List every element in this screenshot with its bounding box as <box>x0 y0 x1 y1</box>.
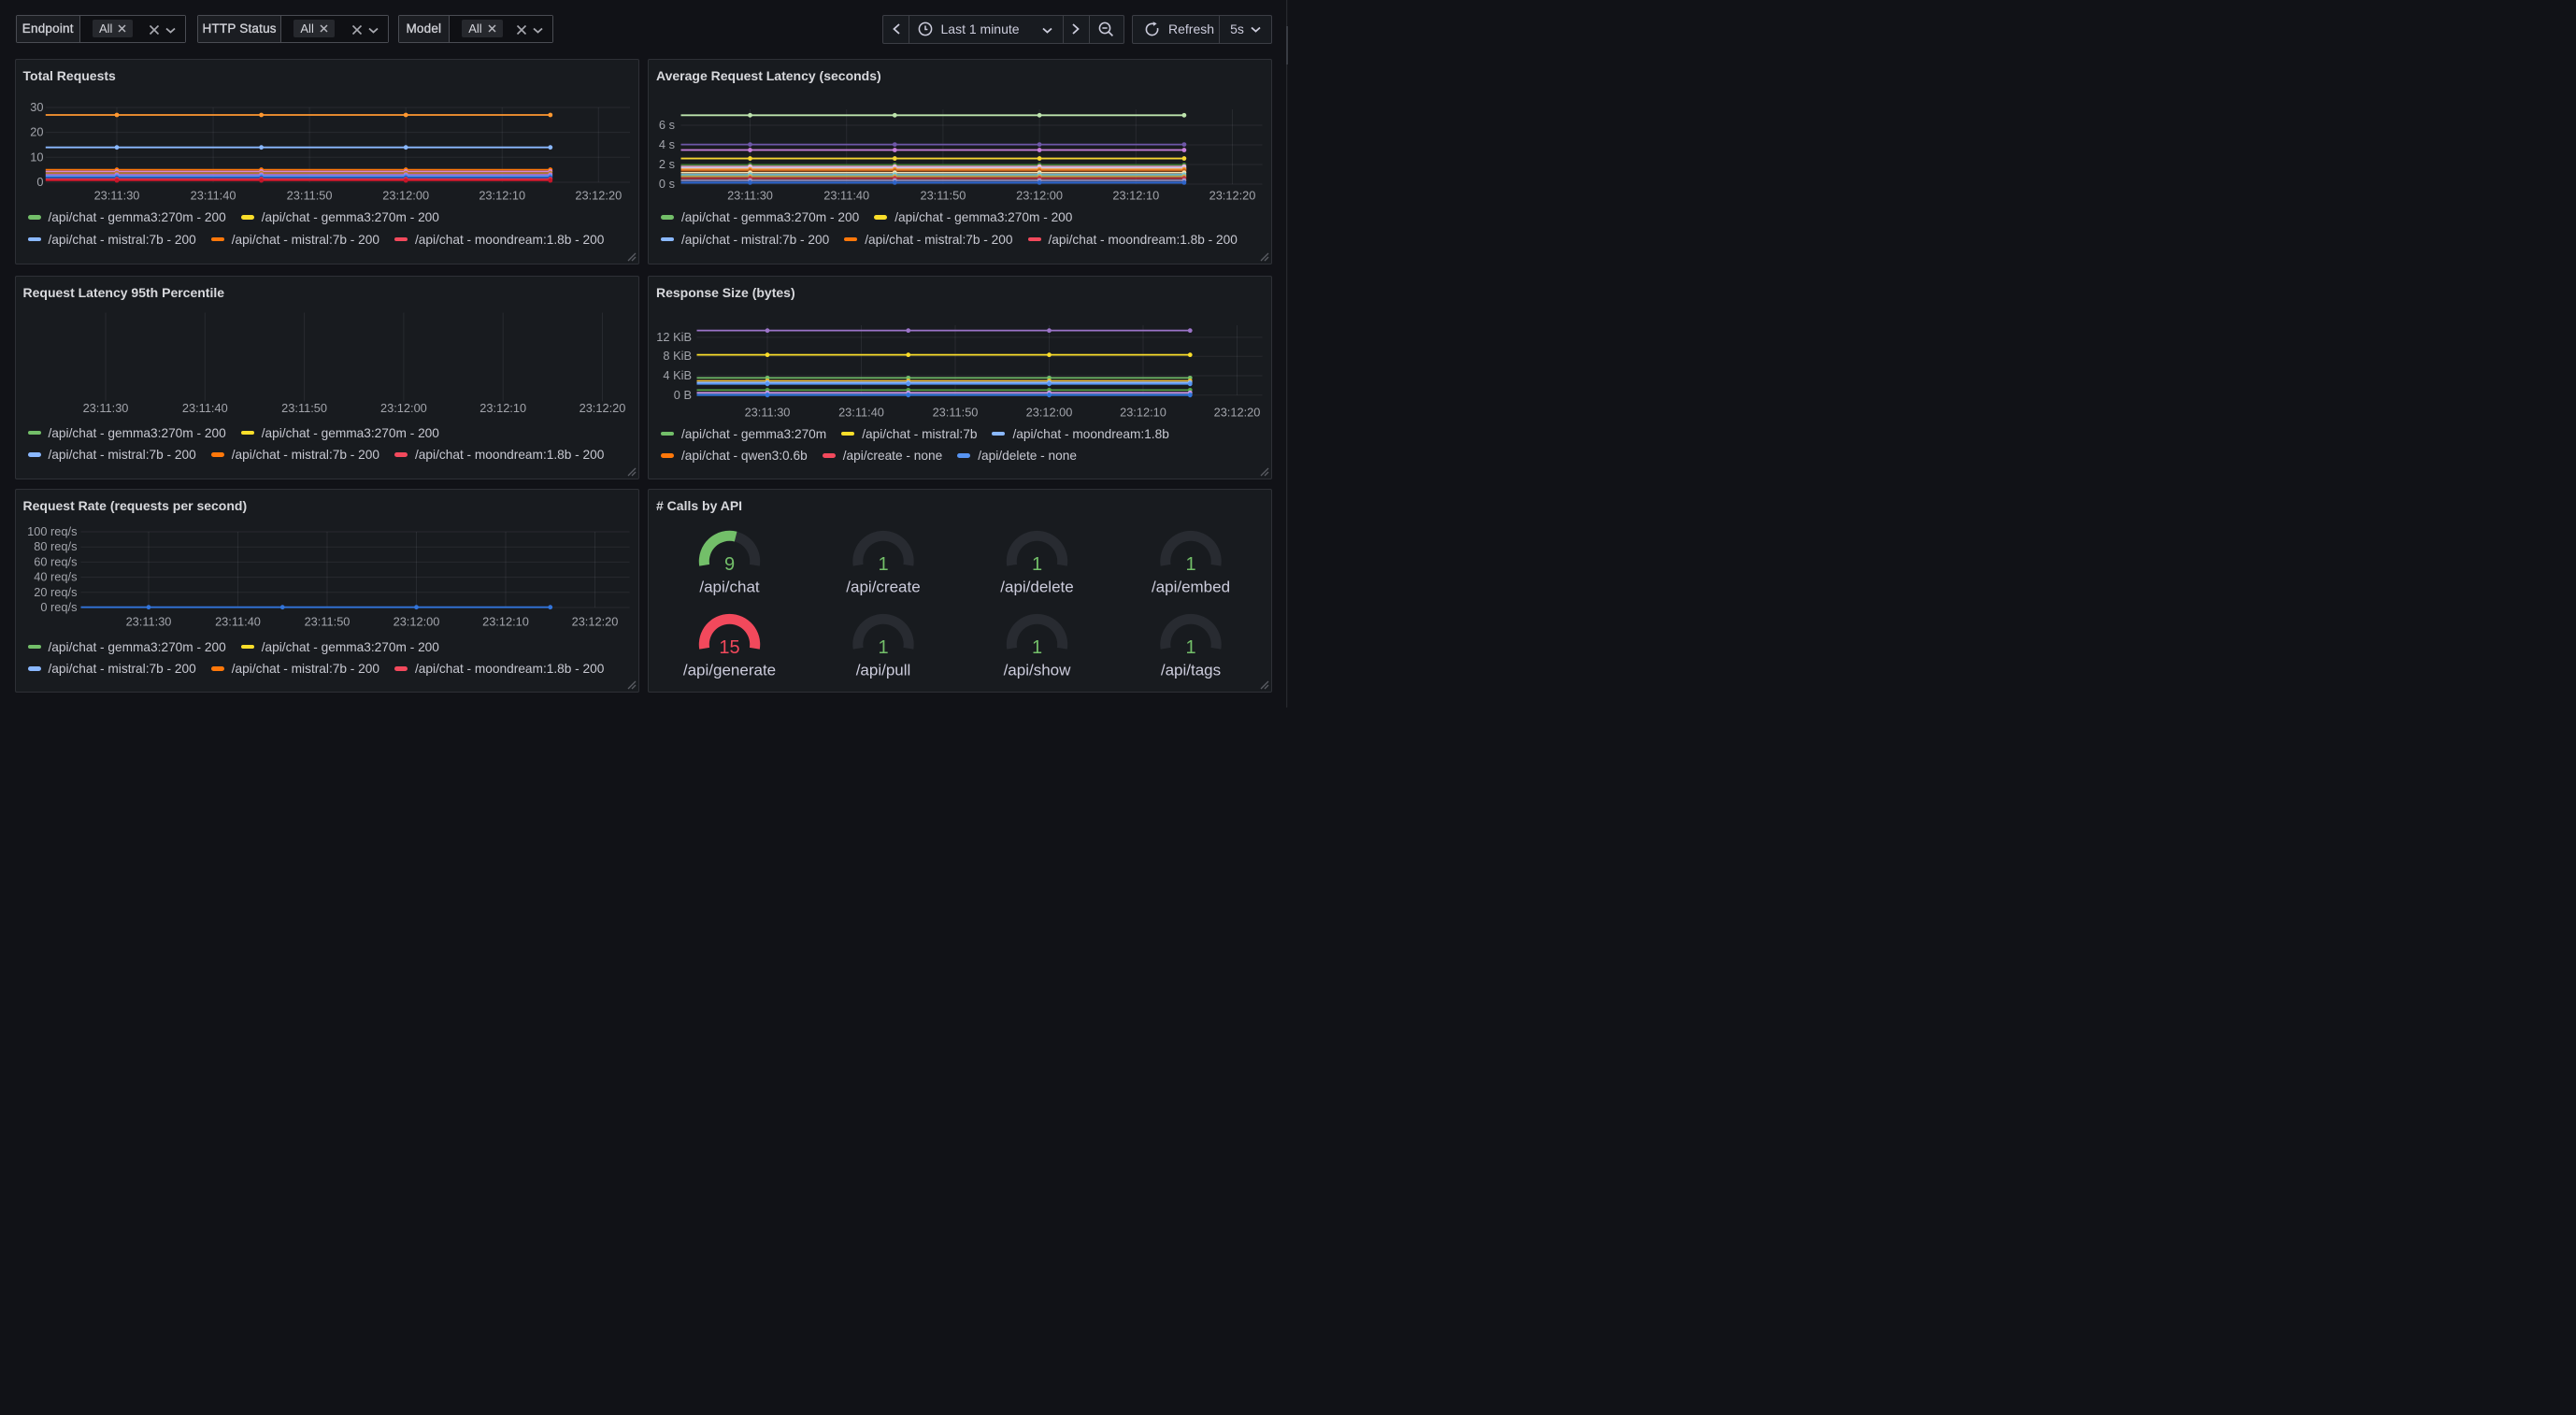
svg-text:10: 10 <box>30 150 43 164</box>
svg-text:23:12:20: 23:12:20 <box>1209 189 1256 203</box>
svg-text:23:12:00: 23:12:00 <box>382 189 429 203</box>
svg-text:23:11:50: 23:11:50 <box>286 189 332 203</box>
svg-text:/api/generate: /api/generate <box>683 662 776 679</box>
svg-text:23:11:40: 23:11:40 <box>190 189 236 203</box>
svg-text:23:12:10: 23:12:10 <box>479 401 526 415</box>
svg-text:23:12:10: 23:12:10 <box>1120 405 1166 419</box>
svg-text:23:11:50: 23:11:50 <box>920 189 966 203</box>
svg-text:23:12:00: 23:12:00 <box>393 614 439 628</box>
svg-text:/api/embed: /api/embed <box>1152 579 1230 596</box>
svg-text:0 req/s: 0 req/s <box>40 600 77 614</box>
svg-text:23:11:30: 23:11:30 <box>745 405 791 419</box>
svg-text:/api/create: /api/create <box>846 579 920 596</box>
svg-text:23:11:40: 23:11:40 <box>181 401 227 415</box>
svg-text:0: 0 <box>36 175 43 189</box>
svg-text:9: 9 <box>724 554 735 575</box>
svg-text:/api/delete: /api/delete <box>1000 579 1073 596</box>
svg-text:23:12:10: 23:12:10 <box>1112 189 1159 203</box>
svg-text:23:11:40: 23:11:40 <box>823 189 869 203</box>
svg-text:/api/chat: /api/chat <box>699 579 760 596</box>
svg-text:/api/show: /api/show <box>1004 662 1072 679</box>
svg-text:6 s: 6 s <box>659 118 675 132</box>
svg-text:4 s: 4 s <box>659 137 675 151</box>
svg-text:1: 1 <box>1185 637 1195 658</box>
svg-text:/api/tags: /api/tags <box>1161 662 1221 679</box>
svg-text:23:12:20: 23:12:20 <box>575 189 622 203</box>
svg-text:100 req/s: 100 req/s <box>27 524 77 538</box>
svg-text:23:12:10: 23:12:10 <box>479 189 525 203</box>
svg-text:0 B: 0 B <box>674 387 692 401</box>
svg-text:23:11:40: 23:11:40 <box>215 614 261 628</box>
svg-text:20: 20 <box>30 125 43 139</box>
svg-text:23:12:00: 23:12:00 <box>1026 405 1073 419</box>
svg-text:23:12:00: 23:12:00 <box>1016 189 1063 203</box>
svg-text:12 KiB: 12 KiB <box>656 329 692 343</box>
svg-text:23:11:50: 23:11:50 <box>304 614 350 628</box>
svg-text:/api/pull: /api/pull <box>856 662 911 679</box>
svg-text:80 req/s: 80 req/s <box>34 539 77 553</box>
svg-text:23:11:30: 23:11:30 <box>82 401 128 415</box>
svg-text:23:11:50: 23:11:50 <box>933 405 979 419</box>
svg-text:23:11:50: 23:11:50 <box>281 401 327 415</box>
svg-text:23:11:30: 23:11:30 <box>125 614 171 628</box>
svg-text:23:12:20: 23:12:20 <box>571 614 618 628</box>
svg-text:4 KiB: 4 KiB <box>663 368 692 382</box>
svg-text:23:12:00: 23:12:00 <box>379 401 426 415</box>
svg-text:23:12:20: 23:12:20 <box>1214 405 1261 419</box>
svg-text:23:11:30: 23:11:30 <box>93 189 139 203</box>
svg-text:1: 1 <box>878 637 888 658</box>
svg-text:2 s: 2 s <box>659 157 675 171</box>
svg-text:0 s: 0 s <box>659 177 675 191</box>
svg-text:20 req/s: 20 req/s <box>34 585 77 599</box>
svg-text:30: 30 <box>30 100 43 114</box>
svg-text:1: 1 <box>1032 554 1042 575</box>
svg-text:40 req/s: 40 req/s <box>34 570 77 584</box>
svg-text:23:11:40: 23:11:40 <box>838 405 884 419</box>
svg-text:8 KiB: 8 KiB <box>663 349 692 363</box>
svg-text:23:11:30: 23:11:30 <box>727 189 773 203</box>
svg-text:15: 15 <box>719 637 739 658</box>
svg-text:60 req/s: 60 req/s <box>34 554 77 568</box>
svg-text:1: 1 <box>1032 637 1042 658</box>
svg-text:23:12:20: 23:12:20 <box>579 401 625 415</box>
svg-text:23:12:10: 23:12:10 <box>482 614 529 628</box>
svg-text:1: 1 <box>878 554 888 575</box>
svg-text:1: 1 <box>1185 554 1195 575</box>
